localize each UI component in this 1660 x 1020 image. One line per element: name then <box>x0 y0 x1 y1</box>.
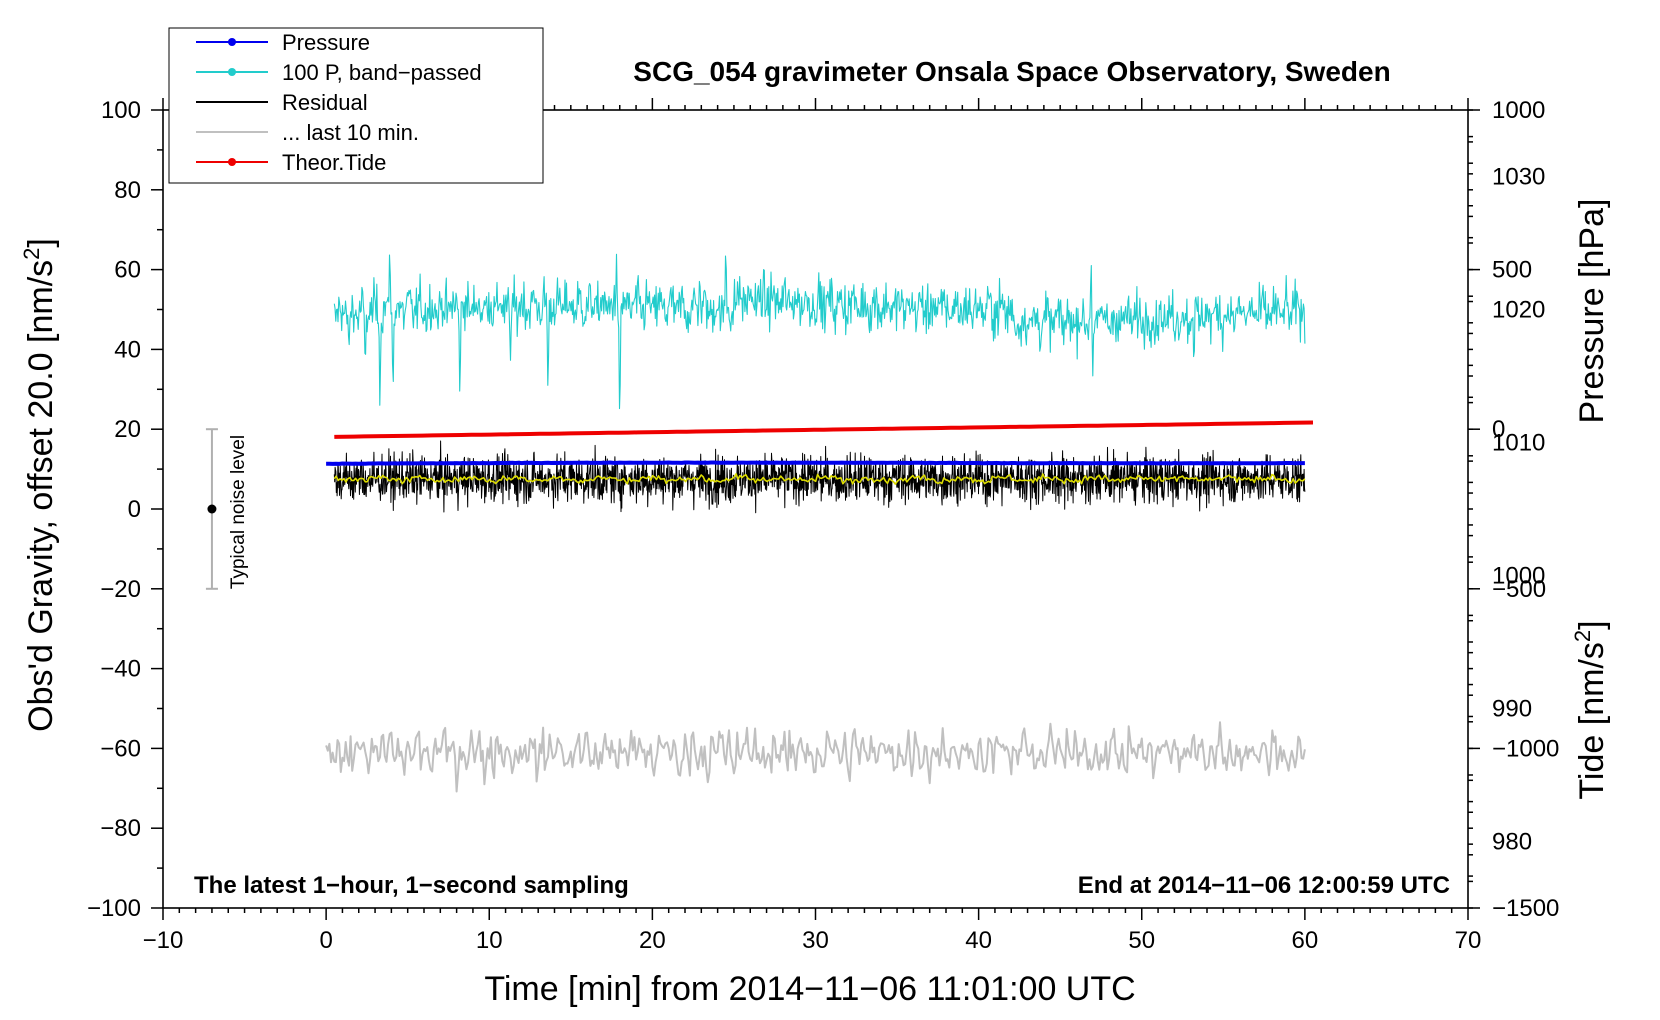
tick-group: −10 0 10 20 30 40 50 60 70100806040200−20−40−60−… <box>87 97 1559 954</box>
y-tick-label: −20 <box>100 576 141 603</box>
series-pressure-line <box>326 460 1305 466</box>
series-residual-smoothed-line <box>333 472 1306 485</box>
y-tick-label: −40 <box>100 656 141 683</box>
plot-frame <box>162 109 1469 909</box>
tide-tick-label: −1000 <box>1492 735 1559 762</box>
y-tick-label: 40 <box>114 336 141 363</box>
pressure-tick-label: 1010 <box>1492 430 1545 457</box>
legend-marker <box>228 158 236 166</box>
tide-tick-label: −500 <box>1492 576 1546 603</box>
noise-level-label: Typical noise level <box>228 435 249 589</box>
x-tick-label: 40 <box>965 927 992 954</box>
pressure-tick-label: 1020 <box>1492 297 1545 324</box>
x-tick-label: −10 <box>143 927 184 954</box>
x-tick-label: 20 <box>639 927 666 954</box>
y-tick-label: −80 <box>100 815 141 842</box>
legend-label: Pressure <box>282 30 370 55</box>
tide-tick-label: 500 <box>1492 257 1532 284</box>
x-tick-label: 50 <box>1128 927 1155 954</box>
x-tick-label: 60 <box>1292 927 1319 954</box>
x-tick-label: 70 <box>1455 927 1482 954</box>
pressure-tick-label: 990 <box>1492 696 1532 723</box>
legend-box <box>168 27 544 184</box>
annotation-sampling: The latest 1−hour, 1−second sampling <box>194 872 629 899</box>
y-axis-title-tide: Tide [nm/s2] <box>1570 620 1611 799</box>
legend: Pressure 100 P, band−passed Residual ... la… <box>168 27 544 184</box>
tide-tick-label: 0 <box>1492 416 1505 443</box>
y-tick-label: 20 <box>114 416 141 443</box>
noise-level-center-dot <box>207 504 217 514</box>
tide-tick-label: 1000 <box>1492 97 1545 124</box>
legend-marker <box>228 38 236 46</box>
noise-level-group <box>205 428 218 590</box>
y-tick-label: 80 <box>114 177 141 204</box>
pressure-tick-label: 1030 <box>1492 164 1545 191</box>
legend-label: ... last 10 min. <box>282 120 419 145</box>
data-series-group <box>325 253 1314 793</box>
y-tick-label: −100 <box>87 895 141 922</box>
pressure-tick-label: 1000 <box>1492 563 1545 590</box>
legend-label: 100 P, band−passed <box>282 60 482 85</box>
y-axis-title-pressure: Pressure [hPa] <box>1573 199 1611 424</box>
legend-marker <box>228 68 236 76</box>
x-axis-title: Time [min] from 2014−11−06 11:01:00 UTC <box>484 970 1135 1008</box>
annotation-end-time: End at 2014−11−06 12:00:59 UTC <box>1078 872 1450 899</box>
series-theoretical-tide-line <box>334 420 1314 439</box>
pressure-tick-label: 980 <box>1492 829 1532 856</box>
legend-label: Residual <box>282 90 368 115</box>
tide-tick-label: −1500 <box>1492 895 1559 922</box>
x-tick-label: 0 <box>319 927 332 954</box>
chart-title: SCG_054 gravimeter Onsala Space Observat… <box>633 56 1390 87</box>
series-bandpassed-pressure-line <box>333 253 1306 410</box>
legend-label: Theor.Tide <box>282 150 386 175</box>
y-tick-label: 0 <box>128 496 141 523</box>
x-tick-label: 30 <box>802 927 829 954</box>
y-tick-label: 60 <box>114 257 141 284</box>
axis-frame-group <box>162 109 1469 909</box>
y-tick-label: 100 <box>101 97 141 124</box>
y-axis-title-left: Obs'd Gravity, offset 20.0 [nm/s2] <box>19 238 60 732</box>
y-tick-label: −60 <box>100 735 141 762</box>
x-tick-label: 10 <box>476 927 503 954</box>
series-last-10-min-line <box>325 721 1306 793</box>
